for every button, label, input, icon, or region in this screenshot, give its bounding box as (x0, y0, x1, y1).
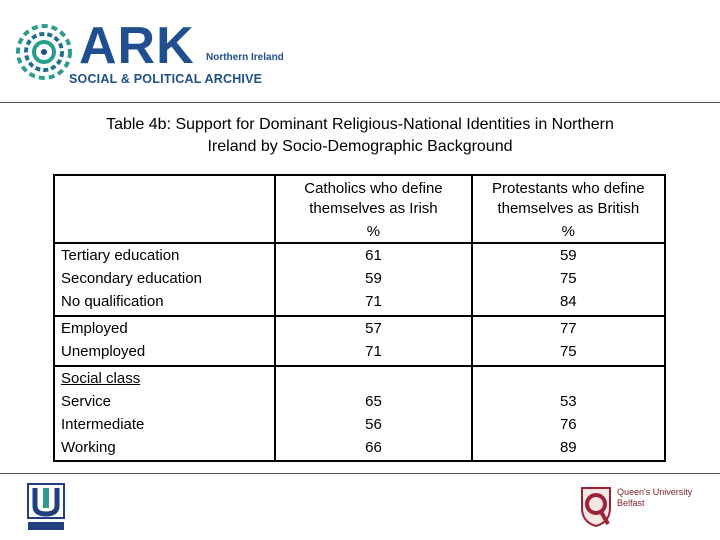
identity-table: Catholics who define themselves as Irish… (52, 174, 667, 462)
cell-value: 75 (559, 270, 577, 287)
row-label: Service (61, 393, 112, 410)
cell-value: 57 (365, 320, 382, 337)
table-header-row: Catholics who define themselves as Irish… (52, 174, 667, 244)
col-header-text: Protestants who define (492, 180, 645, 197)
row-label: No qualification (61, 293, 164, 310)
title-line-2: Ireland by Socio-Demographic Background (207, 138, 513, 155)
employment-catholic: 57 71 (274, 315, 473, 367)
social-class-labels: Social class Service Intermediate Workin… (52, 365, 277, 462)
cell-value: 65 (365, 393, 382, 410)
col-header-unit: % (366, 223, 381, 240)
row-label: Working (61, 439, 116, 456)
table-row-employment: Employed Unemployed 57 71 77 75 (52, 315, 667, 367)
cell-value: 89 (559, 439, 577, 456)
employment-protestant: 77 75 (470, 315, 667, 367)
col-header-unit: % (561, 223, 575, 240)
social-class-heading: Social class (61, 370, 141, 387)
qub-city: Belfast (617, 498, 645, 508)
cell-value: 66 (365, 439, 382, 456)
cell-value: 56 (365, 416, 382, 433)
cell-value: 59 (365, 270, 382, 287)
empty-header-cell (52, 174, 277, 244)
row-label: Intermediate (61, 416, 145, 433)
cell-value: 53 (559, 393, 577, 410)
ark-subtitle: SOCIAL & POLITICAL ARCHIVE (69, 72, 263, 86)
col-header-text: Catholics who define (304, 180, 443, 197)
cell-value: 84 (559, 293, 577, 310)
bottom-divider (0, 473, 720, 474)
top-divider (0, 102, 720, 103)
row-label: Tertiary education (61, 247, 180, 264)
table-row-social-class: Social class Service Intermediate Workin… (52, 365, 667, 462)
col-header-text: themselves as Irish (309, 200, 438, 217)
col-header-catholics: Catholics who define themselves as Irish… (274, 174, 473, 244)
cell-value: 77 (559, 320, 577, 337)
row-label: Unemployed (61, 343, 146, 360)
qub-name: Queen's University (617, 487, 693, 497)
cell-value: 61 (365, 247, 382, 264)
cell-value: 76 (559, 416, 577, 433)
row-label: Employed (61, 320, 128, 337)
social-class-protestant: 53 76 89 (470, 365, 667, 462)
education-protestant: 59 75 84 (470, 242, 667, 317)
social-class-catholic: 65 56 66 (274, 365, 473, 462)
qub-wordmark: Queen's University Belfast (617, 487, 692, 509)
cell-value: 75 (559, 343, 577, 360)
page-title: Table 4b: Support for Dominant Religious… (40, 114, 680, 158)
row-label: Secondary education (61, 270, 202, 287)
ark-logo: ARK Northern Ireland SOCIAL & POLITICAL … (14, 14, 284, 94)
ark-wordmark: ARK (79, 17, 195, 75)
qub-crest-icon (581, 487, 611, 528)
ark-region: Northern Ireland (206, 52, 284, 63)
table-row-education: Tertiary education Secondary education N… (52, 242, 667, 317)
employment-labels: Employed Unemployed (52, 315, 277, 367)
cell-value: 71 (365, 293, 382, 310)
education-labels: Tertiary education Secondary education N… (52, 242, 277, 317)
cell-value: 71 (365, 343, 382, 360)
education-catholic: 61 59 71 (274, 242, 473, 317)
cell-value: 59 (559, 247, 577, 264)
col-header-text: themselves as British (497, 200, 640, 217)
ulster-university-logo-icon (27, 483, 65, 530)
title-line-1: Table 4b: Support for Dominant Religious… (106, 116, 614, 133)
col-header-protestants: Protestants who define themselves as Bri… (470, 174, 667, 244)
ark-swirl-icon (16, 24, 72, 80)
